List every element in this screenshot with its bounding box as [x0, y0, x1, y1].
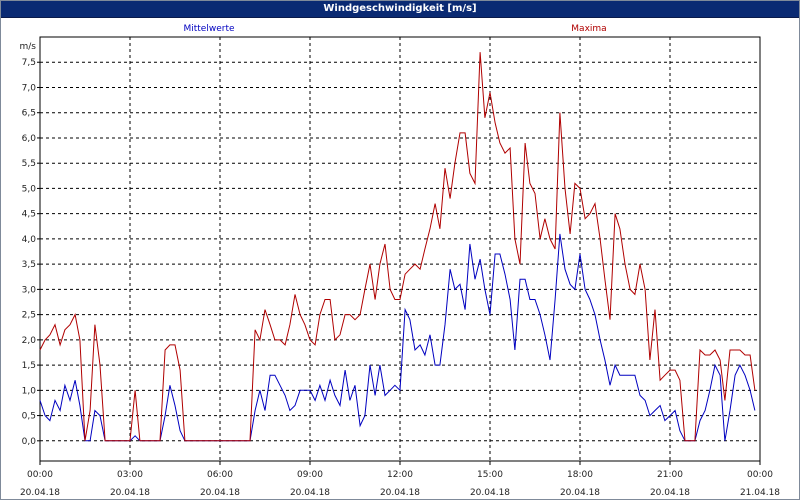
- x-tick-time: 06:00: [207, 470, 233, 480]
- x-tick-time: 15:00: [477, 470, 503, 480]
- x-tick-date: 20.04.18: [560, 488, 600, 498]
- window-title: Windgeschwindigkeit [m/s]: [1, 1, 799, 18]
- x-tick-time: 18:00: [567, 470, 593, 480]
- y-tick-label: 1,5: [22, 361, 36, 371]
- legend-mittelwerte: Mittelwerte: [183, 24, 234, 34]
- y-tick-label: 3,0: [22, 285, 37, 295]
- y-tick-label: 3,5: [22, 260, 36, 270]
- x-tick-time: 00:00: [747, 470, 773, 480]
- x-tick-date: 20.04.18: [470, 488, 510, 498]
- y-tick-label: 4,0: [22, 235, 37, 245]
- y-tick-label: 5,5: [22, 159, 36, 169]
- series-line-mittelwerte: [39, 233, 756, 442]
- x-tick-time: 00:00: [27, 470, 53, 480]
- y-tick-label: 7,5: [22, 58, 36, 68]
- y-tick-label: 6,5: [22, 109, 36, 119]
- y-tick-label: 2,5: [22, 311, 36, 321]
- wind-speed-chart: 0,0 0,5 1,0 1,5 2,0 2,5 3,0 3,5 4,0 4,5 5,0 5,5 6,0 6…: [20, 24, 781, 498]
- x-tick-date: 20.04.18: [110, 488, 150, 498]
- y-axis-label: m/s: [20, 42, 37, 52]
- x-tick-date: 20.04.18: [20, 488, 60, 498]
- y-tick-label: 0,5: [22, 412, 36, 422]
- x-tick-time: 12:00: [387, 470, 413, 480]
- x-tick-date: 21.04.18: [740, 488, 780, 498]
- x-tick-time: 21:00: [657, 470, 683, 480]
- series-line-maxima: [39, 52, 756, 442]
- x-tick-date: 20.04.18: [200, 488, 240, 498]
- y-tick-label: 0,0: [22, 437, 37, 447]
- y-tick-label: 6,0: [22, 134, 37, 144]
- x-tick-time: 09:00: [297, 470, 323, 480]
- x-tick-date: 20.04.18: [290, 488, 330, 498]
- y-tick-label: 4,5: [22, 210, 36, 220]
- y-tick-label: 2,0: [22, 336, 37, 346]
- y-tick-label: 5,0: [22, 184, 37, 194]
- y-tick-label: 7,0: [22, 83, 37, 93]
- y-tick-label: 1,0: [22, 386, 37, 396]
- x-tick-time: 03:00: [117, 470, 143, 480]
- x-tick-date: 20.04.18: [380, 488, 420, 498]
- legend-maxima: Maxima: [571, 24, 606, 34]
- x-tick-date: 20.04.18: [650, 488, 690, 498]
